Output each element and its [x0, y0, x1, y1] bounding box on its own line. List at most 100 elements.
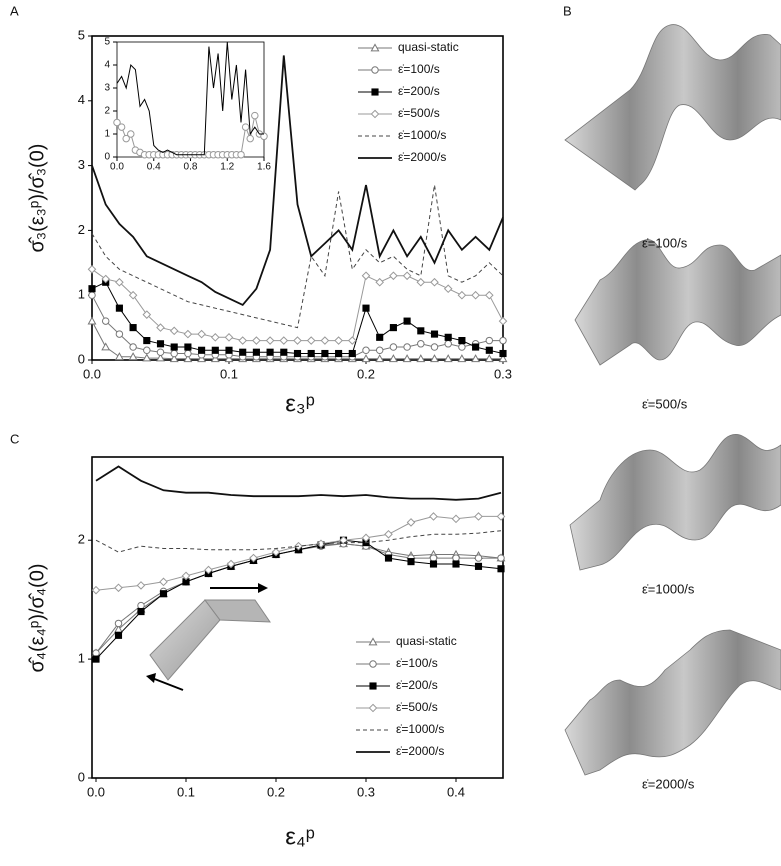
y-tick-label: 3 — [104, 83, 110, 94]
marker — [384, 529, 393, 539]
x-tick-label: 1.6 — [257, 162, 271, 173]
marker — [429, 560, 438, 568]
marker — [88, 285, 96, 293]
chart: 0 1 2 0.0 0.1 0.2 0.3 0.4 ε₄ᵖ σ̂₄(ε₄ᵖ)/σ̂₄(0) quas… — [26, 456, 506, 850]
marker — [249, 553, 258, 563]
caption: ε̇=100/s — [642, 235, 688, 250]
x-tick-label: 0.1 — [220, 366, 238, 381]
plot-frame — [91, 456, 504, 779]
caption: ε̇=500/s — [642, 396, 688, 411]
marker — [430, 354, 439, 363]
marker — [339, 535, 348, 545]
x-axis-label: ε₄ᵖ — [285, 823, 315, 850]
marker — [198, 346, 206, 354]
y-axis-label: σ̂₄(ε₄ᵖ)/σ̂₄(0) — [26, 564, 48, 673]
series-line — [95, 530, 502, 553]
series-line — [116, 41, 264, 156]
marker — [279, 336, 289, 345]
y-tick-label: 1 — [78, 651, 85, 666]
marker — [429, 554, 438, 562]
marker — [416, 277, 426, 287]
x-tick-label: 0.0 — [87, 784, 105, 799]
marker — [211, 346, 219, 354]
marker — [406, 518, 416, 527]
marker — [369, 682, 377, 690]
x-tick-label: 0.3 — [357, 784, 375, 799]
marker — [371, 88, 379, 96]
marker — [114, 631, 123, 639]
marker — [321, 349, 329, 358]
y-tick-label: 0 — [104, 152, 110, 163]
marker — [497, 554, 505, 562]
marker — [485, 336, 494, 345]
roof-specimen — [146, 583, 271, 691]
marker — [384, 554, 393, 562]
marker — [142, 310, 152, 319]
y-axis-label: σ̂₃(ε₃ᵖ)/σ̂₃(0) — [26, 144, 48, 253]
marker — [246, 134, 254, 143]
chart: 0 1 2 3 4 5 0.0 0.1 0.2 0.3 ε₃ᵖ σ̂₃(ε₃ᵖ)/σ̂₃(0) quas… — [26, 27, 512, 417]
marker — [114, 619, 123, 628]
marker — [129, 343, 137, 351]
marker — [210, 333, 220, 342]
marker — [389, 343, 398, 351]
marker — [430, 330, 439, 338]
marker — [430, 343, 439, 351]
marker — [368, 637, 378, 646]
marker — [443, 284, 453, 294]
marker — [184, 343, 192, 351]
marker — [137, 601, 145, 610]
marker — [451, 514, 461, 524]
marker — [137, 607, 145, 616]
marker — [156, 340, 165, 348]
marker — [457, 354, 467, 363]
x-tick-label: 0.4 — [147, 162, 161, 173]
marker — [499, 336, 507, 345]
marker — [224, 333, 234, 342]
y-tick-label: 0 — [78, 351, 85, 366]
legend-label: ε̇=2000/s — [398, 150, 446, 164]
marker — [444, 333, 452, 341]
marker — [280, 348, 288, 356]
marker — [101, 274, 111, 284]
marker — [159, 577, 168, 587]
marker — [417, 340, 425, 348]
marker — [407, 558, 415, 566]
marker — [170, 349, 178, 358]
marker — [117, 123, 126, 131]
marker — [388, 354, 398, 363]
marker — [443, 354, 453, 363]
marker — [370, 109, 380, 119]
x-tick-label: 0.3 — [494, 366, 512, 381]
marker — [122, 134, 130, 143]
marker — [143, 346, 151, 355]
legend-label: ε̇=500/s — [396, 700, 438, 714]
marker — [375, 277, 385, 287]
legend-label: ε̇=500/s — [398, 106, 440, 120]
marker — [361, 271, 371, 281]
marker — [376, 333, 384, 341]
marker — [368, 703, 378, 713]
marker — [474, 554, 483, 562]
legend-label: ε̇=2000/s — [396, 744, 444, 758]
x-axis-label: ε₃ᵖ — [285, 390, 315, 417]
marker — [320, 336, 330, 345]
marker — [293, 349, 302, 358]
marker — [266, 348, 274, 356]
marker — [101, 317, 110, 325]
marker — [389, 324, 397, 332]
marker — [496, 512, 506, 521]
marker — [498, 316, 508, 326]
marker — [389, 271, 398, 281]
marker — [181, 571, 191, 581]
panel-label: B — [563, 3, 572, 18]
marker — [92, 655, 100, 663]
marker — [265, 336, 275, 345]
marker — [92, 649, 100, 657]
marker — [115, 277, 124, 287]
marker — [169, 326, 179, 336]
y-tick-label: 2 — [78, 532, 85, 547]
marker — [403, 317, 411, 325]
marker — [306, 336, 316, 345]
marker — [143, 337, 151, 345]
